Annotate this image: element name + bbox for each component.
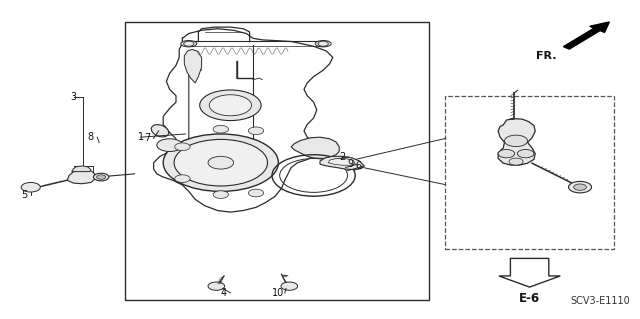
Circle shape — [163, 134, 278, 191]
Circle shape — [213, 191, 228, 198]
Text: 1: 1 — [138, 132, 144, 142]
Circle shape — [248, 127, 264, 135]
Text: FR.: FR. — [536, 51, 557, 61]
Text: E-6: E-6 — [519, 292, 540, 305]
Circle shape — [517, 150, 534, 158]
Text: 4: 4 — [221, 288, 227, 298]
Circle shape — [504, 135, 527, 147]
Circle shape — [498, 150, 515, 158]
Circle shape — [573, 184, 586, 190]
Polygon shape — [499, 258, 561, 287]
Circle shape — [281, 282, 298, 290]
Text: 10: 10 — [272, 288, 285, 298]
Circle shape — [213, 125, 228, 133]
Text: 9: 9 — [348, 159, 354, 169]
Polygon shape — [184, 49, 202, 83]
Circle shape — [157, 139, 182, 152]
Text: 3: 3 — [70, 92, 77, 102]
Bar — [445, 96, 614, 249]
Circle shape — [248, 189, 264, 197]
Polygon shape — [291, 137, 339, 159]
Text: SCV3-E1110: SCV3-E1110 — [571, 296, 630, 306]
Circle shape — [509, 158, 523, 165]
Circle shape — [93, 173, 109, 181]
Circle shape — [568, 182, 591, 193]
Circle shape — [208, 156, 234, 169]
Circle shape — [200, 90, 261, 121]
Ellipse shape — [151, 125, 169, 137]
Circle shape — [209, 95, 252, 116]
Circle shape — [97, 175, 106, 179]
Polygon shape — [328, 159, 355, 165]
Text: 7: 7 — [144, 133, 150, 144]
FancyArrow shape — [563, 22, 609, 49]
Polygon shape — [320, 156, 364, 170]
Text: 5: 5 — [21, 190, 28, 200]
Text: 6: 6 — [355, 161, 362, 171]
Circle shape — [175, 175, 190, 182]
Ellipse shape — [315, 41, 332, 47]
Polygon shape — [72, 166, 91, 172]
Circle shape — [175, 143, 190, 151]
Ellipse shape — [180, 41, 197, 47]
Circle shape — [21, 182, 40, 192]
Text: 2: 2 — [339, 152, 346, 162]
Circle shape — [174, 139, 268, 186]
Bar — [125, 22, 429, 300]
Polygon shape — [498, 119, 535, 165]
Polygon shape — [67, 170, 95, 184]
Circle shape — [208, 282, 225, 290]
Text: 8: 8 — [88, 132, 94, 142]
